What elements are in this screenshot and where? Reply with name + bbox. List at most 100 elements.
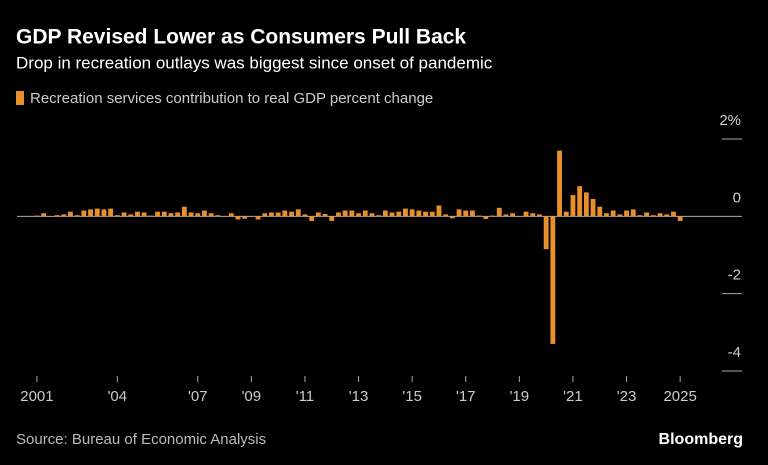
bar (135, 211, 140, 217)
x-tick-label: '21 (563, 388, 583, 405)
bar (523, 211, 529, 217)
bar (349, 210, 355, 217)
bar (617, 214, 623, 217)
bar (610, 210, 616, 217)
bar (329, 216, 335, 221)
bar (624, 210, 629, 217)
bar (168, 213, 174, 217)
brand: Bloomberg (659, 431, 743, 448)
bar (403, 208, 408, 217)
bar (443, 214, 449, 217)
bar (282, 210, 288, 217)
bar (563, 211, 569, 217)
bar (61, 214, 67, 217)
bar (155, 211, 160, 217)
x-tick-label: '13 (349, 388, 369, 405)
bar (342, 210, 348, 217)
bar (396, 211, 402, 217)
bar (650, 215, 656, 217)
bar (114, 215, 120, 217)
y-tick-label: 2% (719, 112, 741, 129)
bar (81, 210, 87, 217)
y-tick-label: -4 (728, 344, 741, 361)
bar (175, 212, 181, 217)
bar (550, 216, 556, 344)
bar (356, 213, 361, 217)
bar (604, 213, 609, 217)
chart-title: GDP Revised Lower as Consumers Pull Back (16, 26, 466, 49)
bar (376, 215, 382, 217)
bar (242, 216, 248, 219)
bar (389, 212, 395, 217)
bar (382, 210, 388, 217)
bar (275, 212, 281, 217)
bar (202, 210, 207, 217)
x-tick-label: '19 (510, 388, 530, 405)
x-tick-label: '23 (617, 388, 637, 405)
x-tick-label: '09 (242, 388, 262, 405)
bar (557, 150, 562, 217)
source: Source: Bureau of Economic Analysis (16, 431, 266, 448)
bar (510, 213, 516, 217)
bar (101, 209, 107, 217)
bar (302, 214, 308, 217)
bar (41, 213, 47, 217)
bar (657, 213, 663, 217)
bar (228, 213, 234, 217)
bar (148, 215, 154, 217)
bar (74, 215, 80, 217)
y-tick-label: 0 (733, 189, 741, 206)
bar (590, 198, 596, 217)
bar (215, 215, 221, 217)
x-tick-label: '17 (456, 388, 476, 405)
bar (476, 215, 482, 217)
bar (470, 210, 475, 217)
bar (369, 213, 375, 217)
x-tick-label: '07 (188, 388, 208, 405)
bar (516, 216, 522, 217)
bar (644, 212, 650, 217)
bar (456, 209, 462, 217)
bar (88, 209, 93, 217)
bar (188, 212, 194, 217)
bar (208, 213, 214, 217)
bar (336, 212, 341, 217)
bar (490, 215, 495, 217)
bar (577, 186, 583, 217)
x-tick-label: '11 (296, 388, 314, 405)
bar (436, 205, 442, 217)
legend-label: Recreation services contribution to real… (30, 90, 433, 107)
bar (295, 209, 301, 217)
bar (671, 211, 676, 217)
bar (597, 206, 603, 217)
bar (255, 216, 261, 220)
bar (630, 209, 636, 217)
bar (108, 208, 114, 217)
bar (54, 215, 60, 217)
bar (68, 211, 73, 217)
bar (141, 212, 147, 217)
x-tick-label: 2025 (663, 388, 696, 405)
bar (362, 210, 368, 217)
bar (583, 192, 589, 217)
bar (269, 212, 274, 217)
bar (496, 207, 502, 217)
bar (315, 212, 321, 217)
bar (530, 213, 536, 217)
bar (262, 213, 268, 217)
y-tick-label: -2 (728, 267, 741, 284)
bar (248, 216, 254, 217)
bar (289, 211, 294, 217)
bar (195, 213, 201, 217)
bar (94, 208, 100, 217)
bar (309, 216, 315, 221)
x-tick-label: 2001 (20, 388, 53, 405)
bar (128, 214, 134, 217)
legend-swatch (16, 91, 24, 105)
bar (222, 216, 227, 217)
bar (503, 214, 509, 217)
bar (409, 209, 415, 217)
x-tick-label: '15 (402, 388, 422, 405)
bar (47, 216, 53, 217)
